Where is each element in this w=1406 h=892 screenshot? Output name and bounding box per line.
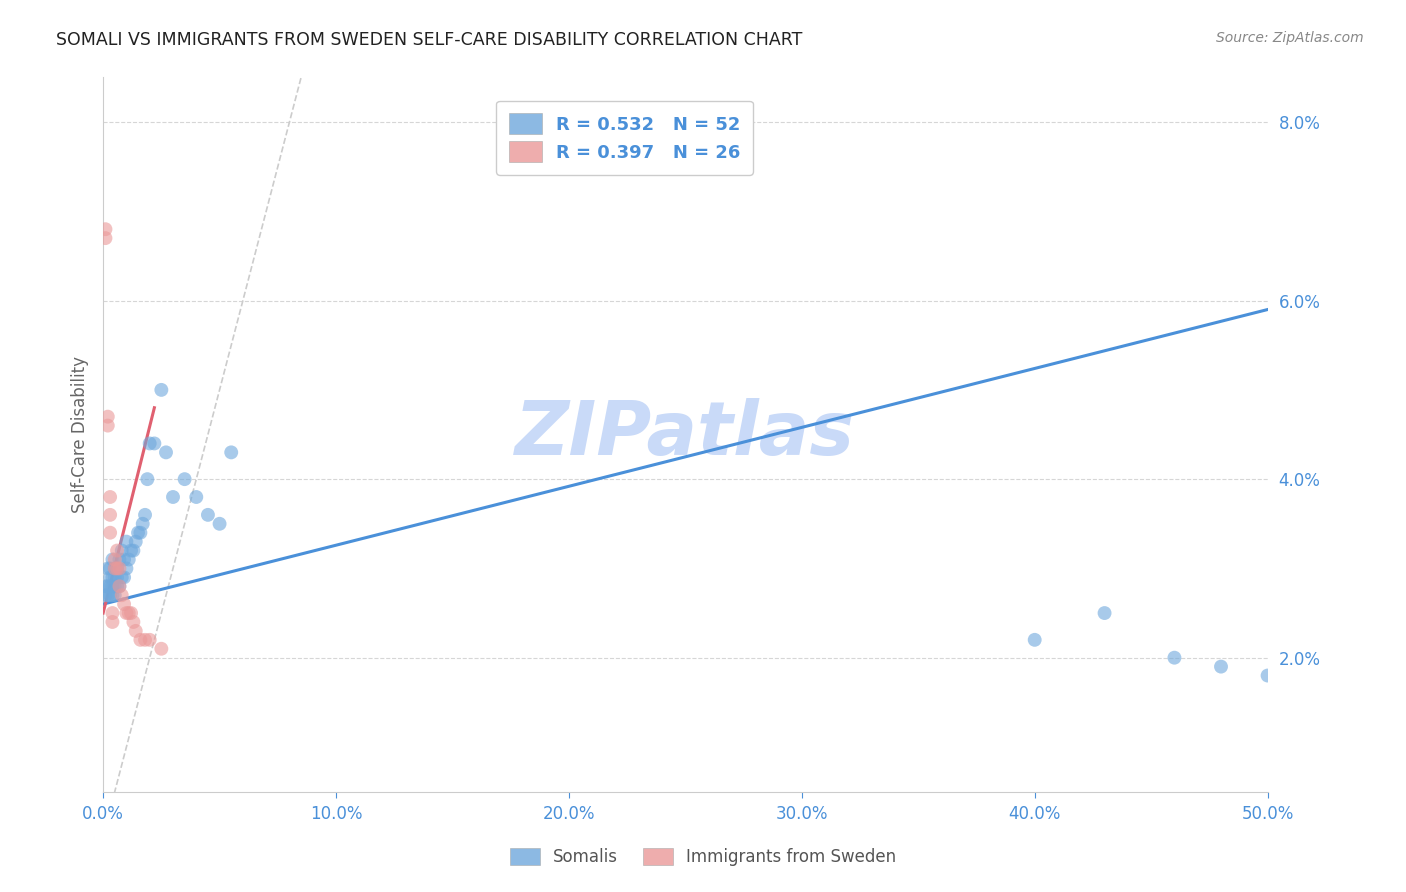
Point	[108, 552, 131, 566]
Point	[105, 570, 128, 584]
Point	[101, 615, 124, 629]
Point	[111, 543, 134, 558]
Point	[134, 508, 156, 522]
Point	[132, 516, 155, 531]
Point	[105, 561, 128, 575]
Point	[125, 534, 148, 549]
Y-axis label: Self-Care Disability: Self-Care Disability	[72, 356, 89, 513]
Point	[112, 597, 135, 611]
Point	[138, 436, 160, 450]
Point	[143, 436, 166, 450]
Point	[104, 579, 127, 593]
Point	[111, 588, 134, 602]
Point	[122, 615, 145, 629]
Text: Source: ZipAtlas.com: Source: ZipAtlas.com	[1216, 31, 1364, 45]
Point	[104, 588, 127, 602]
Point	[105, 543, 128, 558]
Legend: R = 0.532   N = 52, R = 0.397   N = 26: R = 0.532 N = 52, R = 0.397 N = 26	[496, 101, 754, 175]
Point	[98, 579, 121, 593]
Point	[138, 632, 160, 647]
Point	[108, 579, 131, 593]
Point	[162, 490, 184, 504]
Point	[136, 472, 159, 486]
Point	[125, 624, 148, 638]
Point	[94, 231, 117, 245]
Point	[208, 516, 231, 531]
Point	[1024, 632, 1046, 647]
Point	[186, 490, 208, 504]
Point	[129, 632, 152, 647]
Point	[94, 579, 117, 593]
Point	[122, 543, 145, 558]
Point	[101, 606, 124, 620]
Point	[101, 570, 124, 584]
Point	[101, 552, 124, 566]
Point	[111, 570, 134, 584]
Point	[1209, 659, 1232, 673]
Point	[105, 579, 128, 593]
Point	[94, 222, 117, 236]
Point	[115, 606, 138, 620]
Point	[1257, 668, 1279, 682]
Point	[104, 561, 127, 575]
Point	[94, 588, 117, 602]
Text: SOMALI VS IMMIGRANTS FROM SWEDEN SELF-CARE DISABILITY CORRELATION CHART: SOMALI VS IMMIGRANTS FROM SWEDEN SELF-CA…	[56, 31, 803, 49]
Point	[97, 409, 120, 424]
Point	[1094, 606, 1116, 620]
Point	[98, 490, 121, 504]
Point	[98, 588, 121, 602]
Point	[134, 632, 156, 647]
Point	[120, 606, 142, 620]
Point	[219, 445, 242, 459]
Point	[98, 561, 121, 575]
Point	[97, 561, 120, 575]
Point	[127, 525, 149, 540]
Point	[105, 561, 128, 575]
Point	[155, 445, 177, 459]
Point	[108, 561, 131, 575]
Point	[115, 561, 138, 575]
Point	[112, 552, 135, 566]
Point	[118, 606, 141, 620]
Point	[150, 641, 173, 656]
Point	[1163, 650, 1185, 665]
Text: ZIPatlas: ZIPatlas	[516, 398, 855, 471]
Point	[104, 570, 127, 584]
Point	[97, 588, 120, 602]
Legend: Somalis, Immigrants from Sweden: Somalis, Immigrants from Sweden	[502, 840, 904, 875]
Point	[98, 508, 121, 522]
Point	[129, 525, 152, 540]
Point	[118, 552, 141, 566]
Point	[173, 472, 195, 486]
Point	[104, 552, 127, 566]
Point	[98, 570, 121, 584]
Point	[112, 570, 135, 584]
Point	[97, 579, 120, 593]
Point	[98, 525, 121, 540]
Point	[101, 588, 124, 602]
Point	[115, 534, 138, 549]
Point	[101, 579, 124, 593]
Point	[97, 418, 120, 433]
Point	[108, 579, 131, 593]
Point	[197, 508, 219, 522]
Point	[104, 561, 127, 575]
Point	[120, 543, 142, 558]
Point	[150, 383, 173, 397]
